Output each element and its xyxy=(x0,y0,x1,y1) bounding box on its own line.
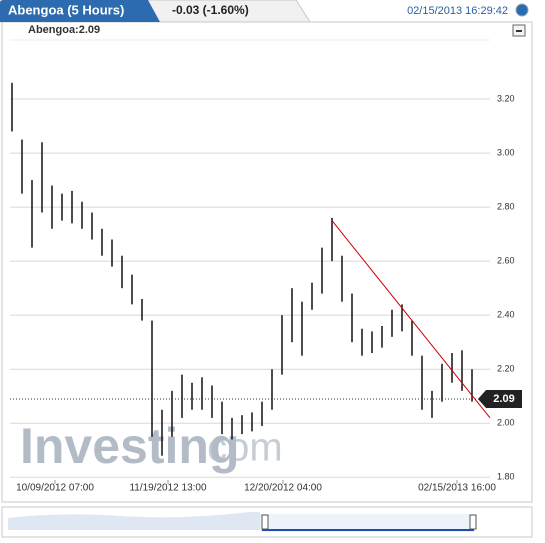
legend: Abengoa:2.09 xyxy=(28,24,100,36)
y-tick-label: 2.60 xyxy=(497,256,515,266)
navigator-window[interactable] xyxy=(260,514,475,532)
y-tick-label: 2.80 xyxy=(497,201,515,211)
timestamp: 02/15/2013 16:29:42 xyxy=(407,5,508,17)
x-tick-label: 10/09/2012 07:00 xyxy=(16,483,94,494)
chart-frame xyxy=(1,21,533,503)
x-tick-label: 02/15/2013 16:00 xyxy=(418,483,496,494)
navigator-handle[interactable] xyxy=(261,514,269,530)
y-tick-label: 2.40 xyxy=(497,310,515,320)
last-value-label: 2.09 xyxy=(493,393,514,405)
watermark: Investing xyxy=(20,418,239,474)
change: -0.03 (-1.60%) xyxy=(172,3,249,17)
y-tick-label: 1.80 xyxy=(497,472,515,482)
y-tick-label: 3.20 xyxy=(497,93,515,103)
last-value-box xyxy=(478,389,522,408)
y-tick-label: 2.20 xyxy=(497,364,515,374)
tab-title: Abengoa (5 Hours) xyxy=(8,2,124,17)
header-tab[interactable] xyxy=(0,0,160,22)
watermark: .com xyxy=(196,426,283,470)
y-tick-label: 2.00 xyxy=(497,418,515,428)
settings-icon[interactable] xyxy=(515,3,529,17)
x-tick-label: 12/20/2012 04:00 xyxy=(244,483,322,494)
navigator-area xyxy=(8,512,260,530)
y-tick-label: 3.00 xyxy=(497,147,515,157)
x-tick-label: 11/19/2012 13:00 xyxy=(129,483,207,494)
trend-line xyxy=(331,220,491,419)
navigator-handle[interactable] xyxy=(469,514,477,530)
